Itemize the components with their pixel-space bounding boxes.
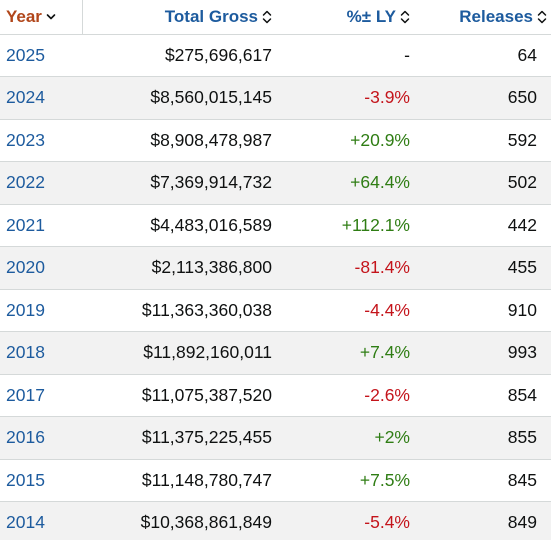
releases-cell: 64 — [420, 34, 551, 77]
year-link[interactable]: 2021 — [0, 204, 82, 247]
releases-cell: 854 — [420, 374, 551, 417]
total-gross-cell: $11,148,780,747 — [82, 459, 282, 502]
releases-cell: 502 — [420, 161, 551, 205]
table-row: 2019 $11,363,360,038 -4.4% 910 — [0, 289, 551, 332]
year-link[interactable]: 2017 — [0, 374, 82, 417]
table-row: 2022 $7,369,914,732 +64.4% 502 — [0, 161, 551, 205]
table-row: 2020 $2,113,386,800 -81.4% 455 — [0, 246, 551, 290]
year-link[interactable]: 2014 — [0, 501, 82, 540]
column-header-year[interactable]: Year — [0, 0, 83, 35]
table-row: 2016 $11,375,225,455 +2% 855 — [0, 416, 551, 460]
releases-cell: 592 — [420, 119, 551, 162]
pct-change-cell: +112.1% — [282, 204, 420, 247]
pct-change-cell: -81.4% — [282, 246, 420, 290]
column-header-pct-change-label: %± LY — [346, 6, 396, 26]
header-row: Year Total Gross %± LY Releases — [0, 0, 551, 35]
column-header-year-label: Year — [6, 6, 42, 26]
pct-change-cell: -4.4% — [282, 289, 420, 332]
total-gross-cell: $8,908,478,987 — [82, 119, 282, 162]
releases-cell: 910 — [420, 289, 551, 332]
pct-change-cell: - — [282, 34, 420, 77]
total-gross-cell: $2,113,386,800 — [82, 246, 282, 290]
year-link[interactable]: 2018 — [0, 331, 82, 375]
pct-change-cell: +64.4% — [282, 161, 420, 205]
pct-change-cell: -5.4% — [282, 501, 420, 540]
table-header: Year Total Gross %± LY Releases — [0, 0, 551, 35]
releases-cell: 650 — [420, 76, 551, 120]
pct-change-cell: -3.9% — [282, 76, 420, 120]
total-gross-cell: $275,696,617 — [82, 34, 282, 77]
total-gross-cell: $11,375,225,455 — [82, 416, 282, 460]
releases-cell: 845 — [420, 459, 551, 502]
sort-up-down-icon — [262, 10, 272, 24]
pct-change-cell: +7.4% — [282, 331, 420, 375]
releases-cell: 849 — [420, 501, 551, 540]
year-link[interactable]: 2020 — [0, 246, 82, 290]
table-row: 2015 $11,148,780,747 +7.5% 845 — [0, 459, 551, 502]
releases-cell: 442 — [420, 204, 551, 247]
pct-change-cell: +7.5% — [282, 459, 420, 502]
total-gross-cell: $8,560,015,145 — [82, 76, 282, 120]
pct-change-cell: -2.6% — [282, 374, 420, 417]
table-row: 2023 $8,908,478,987 +20.9% 592 — [0, 119, 551, 162]
table-row: 2024 $8,560,015,145 -3.9% 650 — [0, 76, 551, 120]
total-gross-cell: $11,075,387,520 — [82, 374, 282, 417]
chevron-down-icon — [46, 13, 56, 21]
column-header-total-gross[interactable]: Total Gross — [82, 0, 282, 35]
total-gross-cell: $10,368,861,849 — [82, 501, 282, 540]
year-link[interactable]: 2024 — [0, 76, 82, 120]
pct-change-cell: +20.9% — [282, 119, 420, 162]
table-row: 2025 $275,696,617-64 — [0, 34, 551, 77]
releases-cell: 455 — [420, 246, 551, 290]
table-body: 2025 $275,696,617-64 2024 $8,560,015,145 -3.… — [0, 34, 551, 540]
year-link[interactable]: 2023 — [0, 119, 82, 162]
releases-cell: 993 — [420, 331, 551, 375]
table-row: 2018 $11,892,160,011 +7.4% 993 — [0, 331, 551, 375]
column-header-total-gross-label: Total Gross — [164, 6, 258, 26]
column-header-pct-change[interactable]: %± LY — [282, 0, 420, 35]
column-header-releases[interactable]: Releases — [420, 0, 551, 35]
total-gross-cell: $4,483,016,589 — [82, 204, 282, 247]
total-gross-cell: $11,363,360,038 — [82, 289, 282, 332]
year-link[interactable]: 2019 — [0, 289, 82, 332]
releases-cell: 855 — [420, 416, 551, 460]
total-gross-cell: $7,369,914,732 — [82, 161, 282, 205]
sort-up-down-icon — [537, 10, 547, 24]
year-link[interactable]: 2025 — [0, 34, 82, 77]
table-row: 2021 $4,483,016,589 +112.1% 442 — [0, 204, 551, 247]
pct-change-cell: +2% — [282, 416, 420, 460]
column-header-releases-label: Releases — [459, 6, 533, 26]
table-row: 2017 $11,075,387,520 -2.6% 854 — [0, 374, 551, 417]
sort-up-down-icon — [400, 10, 410, 24]
total-gross-cell: $11,892,160,011 — [82, 331, 282, 375]
year-link[interactable]: 2015 — [0, 459, 82, 502]
year-link[interactable]: 2016 — [0, 416, 82, 460]
year-link[interactable]: 2022 — [0, 161, 82, 205]
table-row: 2014 $10,368,861,849 -5.4% 849 — [0, 501, 551, 540]
